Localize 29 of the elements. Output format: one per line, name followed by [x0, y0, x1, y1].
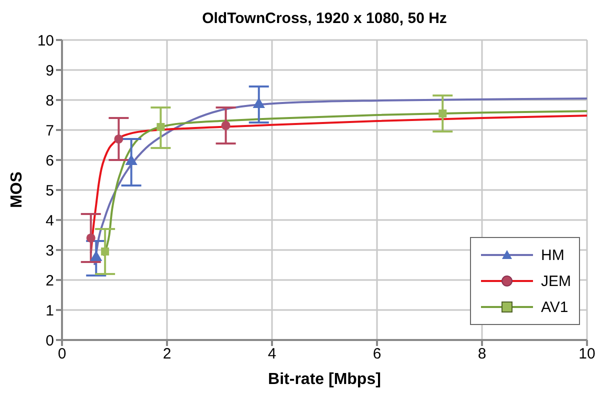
x-axis-title: Bit-rate [Mbps] — [268, 371, 381, 388]
legend-label: HM — [541, 246, 564, 264]
x-tick-label: 4 — [268, 346, 276, 363]
x-tick-label: 0 — [58, 346, 66, 363]
y-tick-label: 4 — [46, 212, 54, 230]
y-tick-label: 1 — [46, 302, 54, 320]
y-tick-label: 5 — [46, 182, 54, 200]
y-axis-title: MOS — [8, 171, 26, 208]
x-tick-label: 8 — [478, 346, 486, 363]
point — [101, 248, 110, 256]
y-tick-label: 6 — [46, 152, 54, 170]
y-tick-label: 0 — [46, 332, 54, 350]
point — [86, 233, 96, 243]
y-tick-label: 9 — [46, 62, 54, 80]
x-tick-label: 6 — [372, 346, 382, 363]
y-tick-label: 3 — [46, 242, 54, 260]
y-tick-label: 8 — [46, 92, 54, 110]
legend-label: AV1 — [541, 298, 568, 316]
chart-title: OldTownCross, 1920 x 1080, 50 Hz — [201, 10, 448, 27]
point — [438, 110, 447, 118]
point — [156, 123, 165, 131]
y-tick-label: 7 — [46, 122, 54, 140]
point — [221, 120, 230, 130]
y-tick-label: 10 — [37, 32, 54, 50]
x-tick-label: 2 — [162, 346, 172, 363]
y-tick-label: 2 — [46, 272, 54, 290]
x-tick-label: 10 — [578, 346, 596, 363]
point — [114, 134, 124, 144]
legend-label: JEM — [541, 272, 571, 290]
